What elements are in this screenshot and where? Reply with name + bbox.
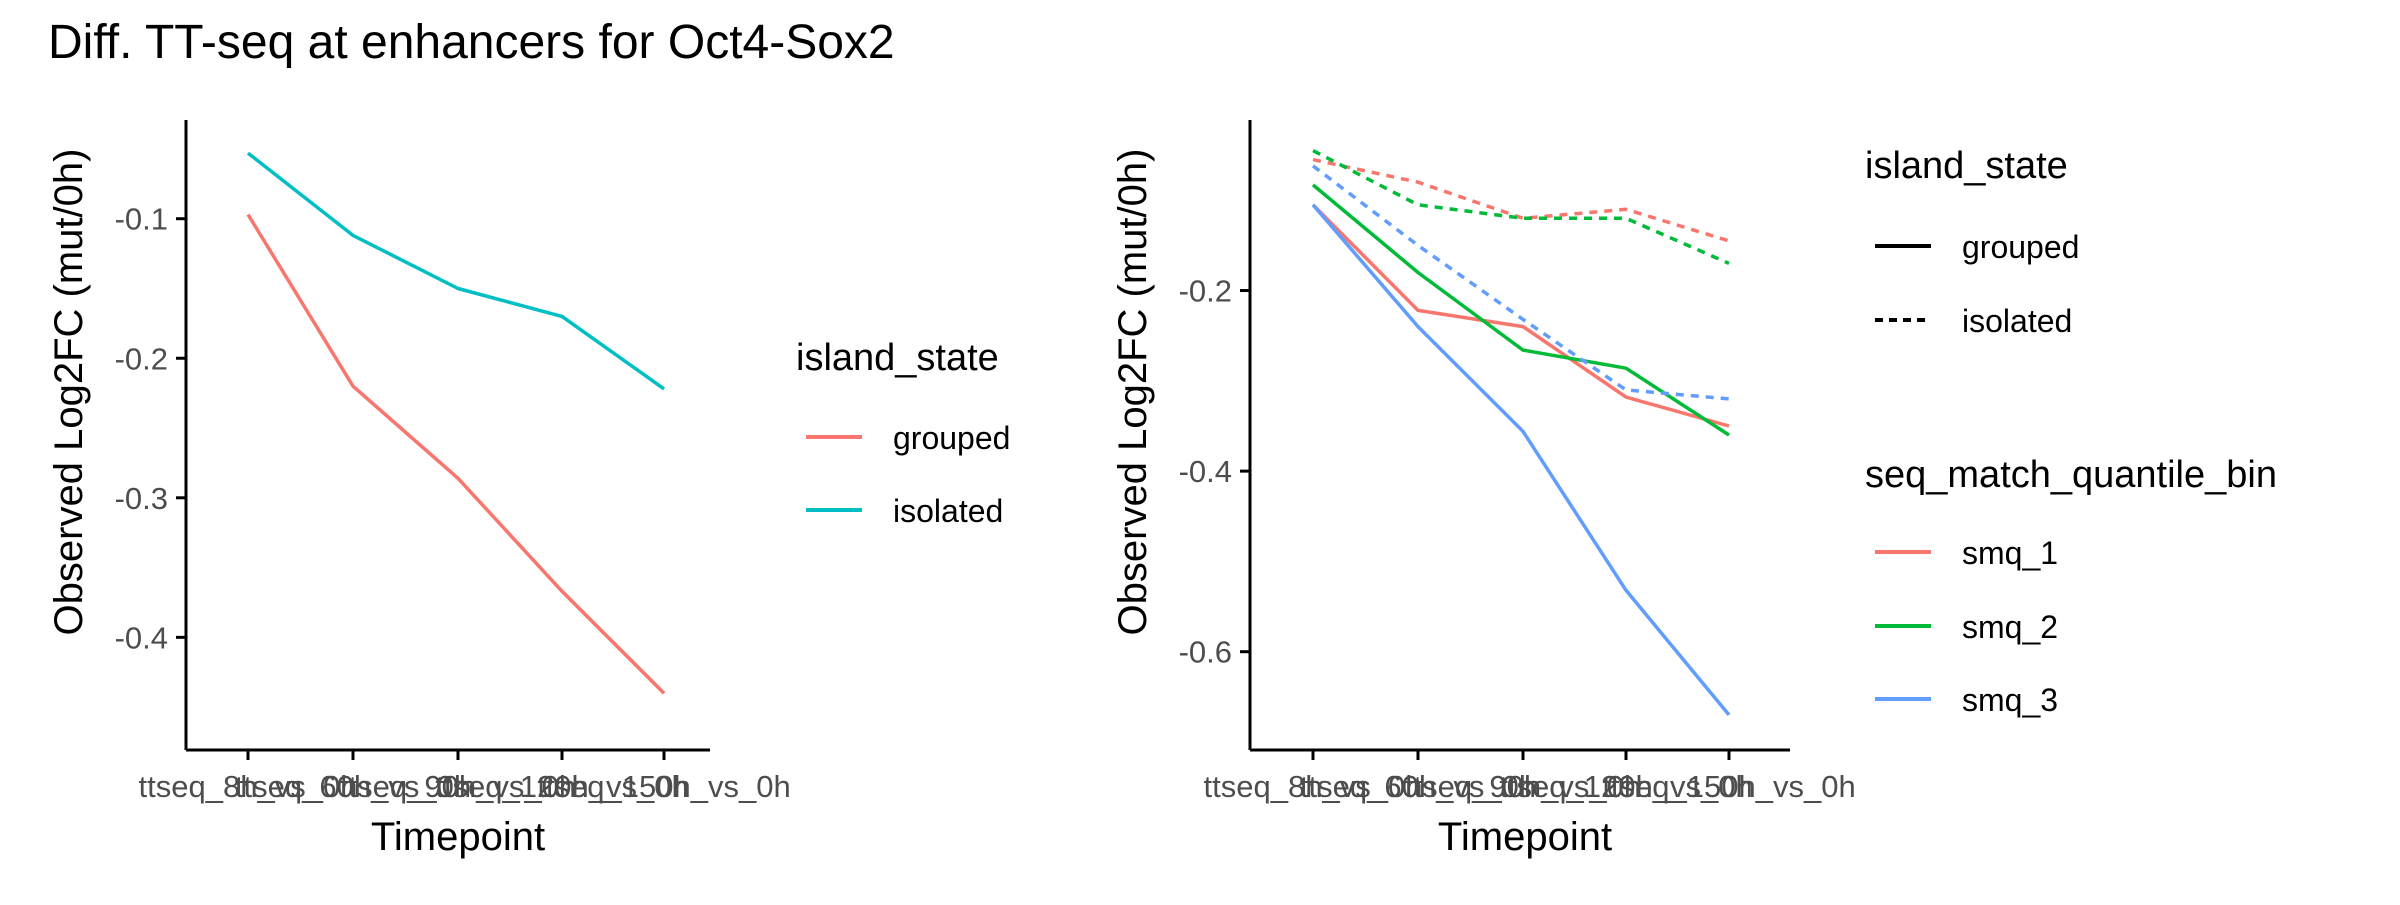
legend-title-island-state: island_state xyxy=(796,337,999,379)
x-tick-label-right-ttseq-60h-vs-0h: ttseq_60h_vs_0h xyxy=(1300,769,1536,804)
legend-label-isolated: isolated xyxy=(893,493,1003,529)
x-tick-label-left-ttseq-60h-vs-0h: ttseq_60h_vs_0h xyxy=(235,769,471,804)
series-line-smq-3-isolated xyxy=(1311,164,1730,401)
series-line-smq-3-grouped xyxy=(1311,203,1731,717)
legend-label-smq-2: smq_2 xyxy=(1962,609,2058,645)
legend-label-grouped-right: grouped xyxy=(1962,229,2079,265)
series-line-smq-2-isolated xyxy=(1312,149,1730,266)
x-tick-label-right-ttseq-120h-vs-0h: ttseq_120h_vs_0h xyxy=(1499,769,1752,804)
series-line-smq-2-grouped xyxy=(1311,183,1730,437)
panel-right: Observed Log2FC (mut/0h) Timepoint -0.6-… xyxy=(1111,120,2277,859)
x-tick-label-right-ttseq-8h-vs-0h: ttseq_8h_vs_0h xyxy=(1204,769,1423,804)
legend-label-grouped: grouped xyxy=(893,420,1010,456)
legend-title-seq-match: seq_match_quantile_bin xyxy=(1865,454,2277,496)
y-axis-label-left: Observed Log2FC (mut/0h) xyxy=(47,149,91,636)
legend-label-isolated-right: isolated xyxy=(1962,303,2072,339)
legend-label-smq-1: smq_1 xyxy=(1962,535,2058,571)
x-tick-label-left-ttseq-90h-vs-0h: ttseq_90h_vs_0h xyxy=(340,769,576,804)
x-tick-label-right-ttseq-90h-vs-0h: ttseq_90h_vs_0h xyxy=(1405,769,1641,804)
legend-left: island_state grouped isolated xyxy=(796,337,1010,529)
y-tick-label-right: -0.4 xyxy=(1179,454,1232,489)
series-line-smq-1-grouped xyxy=(1311,203,1730,428)
legend-right: island_state grouped isolated seq_match_… xyxy=(1865,145,2277,718)
legend-title-island-state-linetype: island_state xyxy=(1865,145,2068,187)
panel-left: Observed Log2FC (mut/0h) Timepoint -0.4-… xyxy=(47,120,1010,859)
series-line-grouped xyxy=(246,213,666,695)
series-line-isolated xyxy=(246,151,666,391)
y-tick-label-left: -0.2 xyxy=(115,341,168,376)
y-tick-label-left: -0.3 xyxy=(115,481,168,516)
x-tick-label-right-ttseq-150h-vs-0h: ttseq_150h_vs_0h xyxy=(1602,769,1855,804)
figure-title: Diff. TT-seq at enhancers for Oct4-Sox2 xyxy=(48,16,895,69)
plot-area-right: -0.6 -0.4 -0.2 ttseq_8h_vs_0httseq_60h_vs_0… xyxy=(1179,120,1856,804)
series-line-smq-1-isolated xyxy=(1312,157,1730,243)
x-tick-label-left-ttseq-150h-vs-0h: ttseq_150h_vs_0h xyxy=(537,769,790,804)
x-axis-label-left: Timepoint xyxy=(371,815,545,859)
legend-label-smq-3: smq_3 xyxy=(1962,682,2058,718)
x-tick-label-left-ttseq-120h-vs-0h: ttseq_120h_vs_0h xyxy=(435,769,688,804)
x-tick-label-left-ttseq-8h-vs-0h: ttseq_8h_vs_0h xyxy=(139,769,358,804)
x-axis-label-right: Timepoint xyxy=(1438,815,1612,859)
y-tick-label-right: -0.2 xyxy=(1179,274,1232,309)
y-tick-label-left: -0.4 xyxy=(115,620,168,655)
plot-area-left: -0.4 -0.3 -0.2 -0.1 ttseq_8h_vs_0httseq_60h_… xyxy=(115,120,791,804)
y-tick-label-left: -0.1 xyxy=(115,202,168,237)
y-axis-label-right: Observed Log2FC (mut/0h) xyxy=(1111,149,1155,636)
y-tick-label-right: -0.6 xyxy=(1179,635,1232,670)
